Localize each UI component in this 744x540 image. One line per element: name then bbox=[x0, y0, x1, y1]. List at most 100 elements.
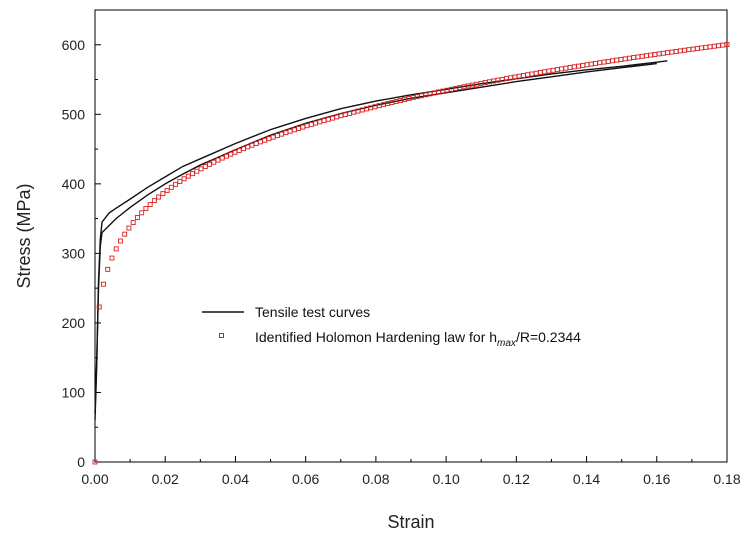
holomon-point bbox=[287, 128, 293, 134]
x-tick-label: 0.12 bbox=[503, 471, 530, 487]
holomon-point bbox=[274, 133, 280, 139]
holomon-point bbox=[156, 194, 162, 200]
holomon-point bbox=[126, 225, 132, 231]
holomon-point bbox=[194, 168, 200, 174]
holomon-point bbox=[584, 62, 590, 68]
series-layer bbox=[92, 42, 730, 465]
holomon-point bbox=[185, 173, 191, 179]
y-tick-label: 400 bbox=[62, 176, 86, 192]
x-tick-label: 0.14 bbox=[573, 471, 600, 487]
legend: Tensile test curves Identified Holomon H… bbox=[202, 304, 581, 349]
holomon-point bbox=[198, 166, 204, 172]
x-axis-ticks: 0.00 0.02 0.04 0.06 0.08 0.10 0.12 0.14 0.16 0.18 bbox=[81, 456, 741, 487]
holomon-point bbox=[113, 246, 119, 252]
holomon-point bbox=[164, 187, 170, 193]
holomon-point bbox=[105, 266, 111, 272]
holomon-point bbox=[279, 131, 285, 137]
holomon-point bbox=[559, 66, 565, 72]
holomon-point bbox=[109, 255, 115, 261]
holomon-point bbox=[707, 44, 713, 50]
holomon-point bbox=[542, 69, 548, 75]
holomon-point bbox=[610, 58, 615, 64]
x-tick-label: 0.16 bbox=[643, 471, 670, 487]
y-tick-label: 500 bbox=[62, 106, 86, 122]
holomon-point bbox=[266, 136, 272, 142]
holomon-point bbox=[96, 304, 102, 310]
holomon-point bbox=[588, 61, 594, 67]
y-tick-label: 0 bbox=[77, 454, 85, 470]
holomon-point bbox=[716, 43, 721, 49]
x-tick-label: 0.08 bbox=[362, 471, 389, 487]
y-axis-title: Stress (MPa) bbox=[14, 183, 34, 288]
legend-marker-label-main: Identified Holomon Hardening law for h bbox=[255, 329, 497, 345]
holomon-point bbox=[597, 60, 603, 66]
plot-frame bbox=[94, 9, 728, 463]
x-tick-label: 0.18 bbox=[713, 471, 740, 487]
holomon-point bbox=[190, 171, 196, 177]
holomon-point bbox=[151, 198, 157, 204]
tensile-curve-2 bbox=[94, 62, 657, 414]
holomon-point bbox=[533, 70, 539, 76]
holomon-point bbox=[631, 55, 637, 61]
holomon-point bbox=[580, 62, 586, 68]
holomon-point bbox=[626, 55, 632, 61]
holomon-point bbox=[635, 54, 641, 60]
holomon-point bbox=[669, 49, 675, 55]
holomon-point bbox=[304, 123, 310, 129]
holomon-point bbox=[537, 70, 543, 75]
holomon-point bbox=[147, 201, 153, 207]
holomon-point bbox=[143, 206, 149, 211]
holomon-point bbox=[525, 72, 531, 78]
holomon-point bbox=[656, 51, 662, 57]
holomon-point bbox=[529, 71, 535, 77]
holomon-point bbox=[270, 134, 276, 140]
holomon-point bbox=[134, 215, 140, 220]
holomon-point bbox=[101, 281, 106, 287]
y-tick-label: 200 bbox=[62, 315, 86, 331]
holomon-point bbox=[173, 181, 179, 187]
holomon-point bbox=[711, 43, 717, 49]
y-tick-label: 300 bbox=[62, 245, 86, 261]
x-tick-label: 0.10 bbox=[432, 471, 459, 487]
holomon-point bbox=[571, 64, 577, 70]
holomon-point bbox=[605, 58, 611, 64]
holomon-point bbox=[665, 50, 671, 56]
legend-marker-label: Identified Holomon Hardening law for hma… bbox=[255, 329, 581, 349]
holomon-point bbox=[618, 57, 624, 62]
holomon-point bbox=[699, 45, 705, 51]
x-tick-label: 0.06 bbox=[292, 471, 319, 487]
holomon-point bbox=[690, 46, 696, 52]
y-tick-label: 600 bbox=[62, 37, 86, 53]
holomon-point bbox=[622, 56, 628, 62]
holomon-point bbox=[652, 52, 658, 57]
holomon-point bbox=[639, 53, 645, 59]
legend-marker-label-sub: max bbox=[497, 338, 517, 349]
tensile-curve-1 bbox=[94, 60, 668, 421]
y-tick-label: 100 bbox=[62, 384, 86, 400]
holomon-point bbox=[601, 59, 607, 65]
x-tick-label: 0.04 bbox=[222, 471, 249, 487]
holomon-point bbox=[576, 63, 581, 69]
x-axis-title: Strain bbox=[387, 512, 434, 532]
holomon-point bbox=[567, 65, 573, 70]
legend-line-label: Tensile test curves bbox=[255, 304, 370, 320]
holomon-point bbox=[694, 46, 700, 51]
holomon-point bbox=[283, 130, 289, 136]
holomon-point bbox=[563, 65, 569, 71]
holomon-point bbox=[520, 73, 526, 78]
holomon-markers bbox=[92, 42, 730, 465]
x-tick-label: 0.00 bbox=[81, 471, 108, 487]
holomon-point bbox=[92, 459, 98, 465]
holomon-point bbox=[720, 42, 726, 48]
holomon-point bbox=[211, 159, 217, 165]
holomon-point bbox=[117, 238, 123, 244]
holomon-point bbox=[177, 179, 183, 184]
legend-marker-label-tail: /R=0.2344 bbox=[516, 329, 581, 345]
legend-marker-swatch bbox=[219, 333, 224, 338]
holomon-point bbox=[300, 124, 306, 130]
holomon-point bbox=[160, 191, 166, 197]
holomon-point bbox=[122, 231, 128, 237]
holomon-point bbox=[202, 164, 208, 170]
holomon-point bbox=[546, 68, 552, 74]
